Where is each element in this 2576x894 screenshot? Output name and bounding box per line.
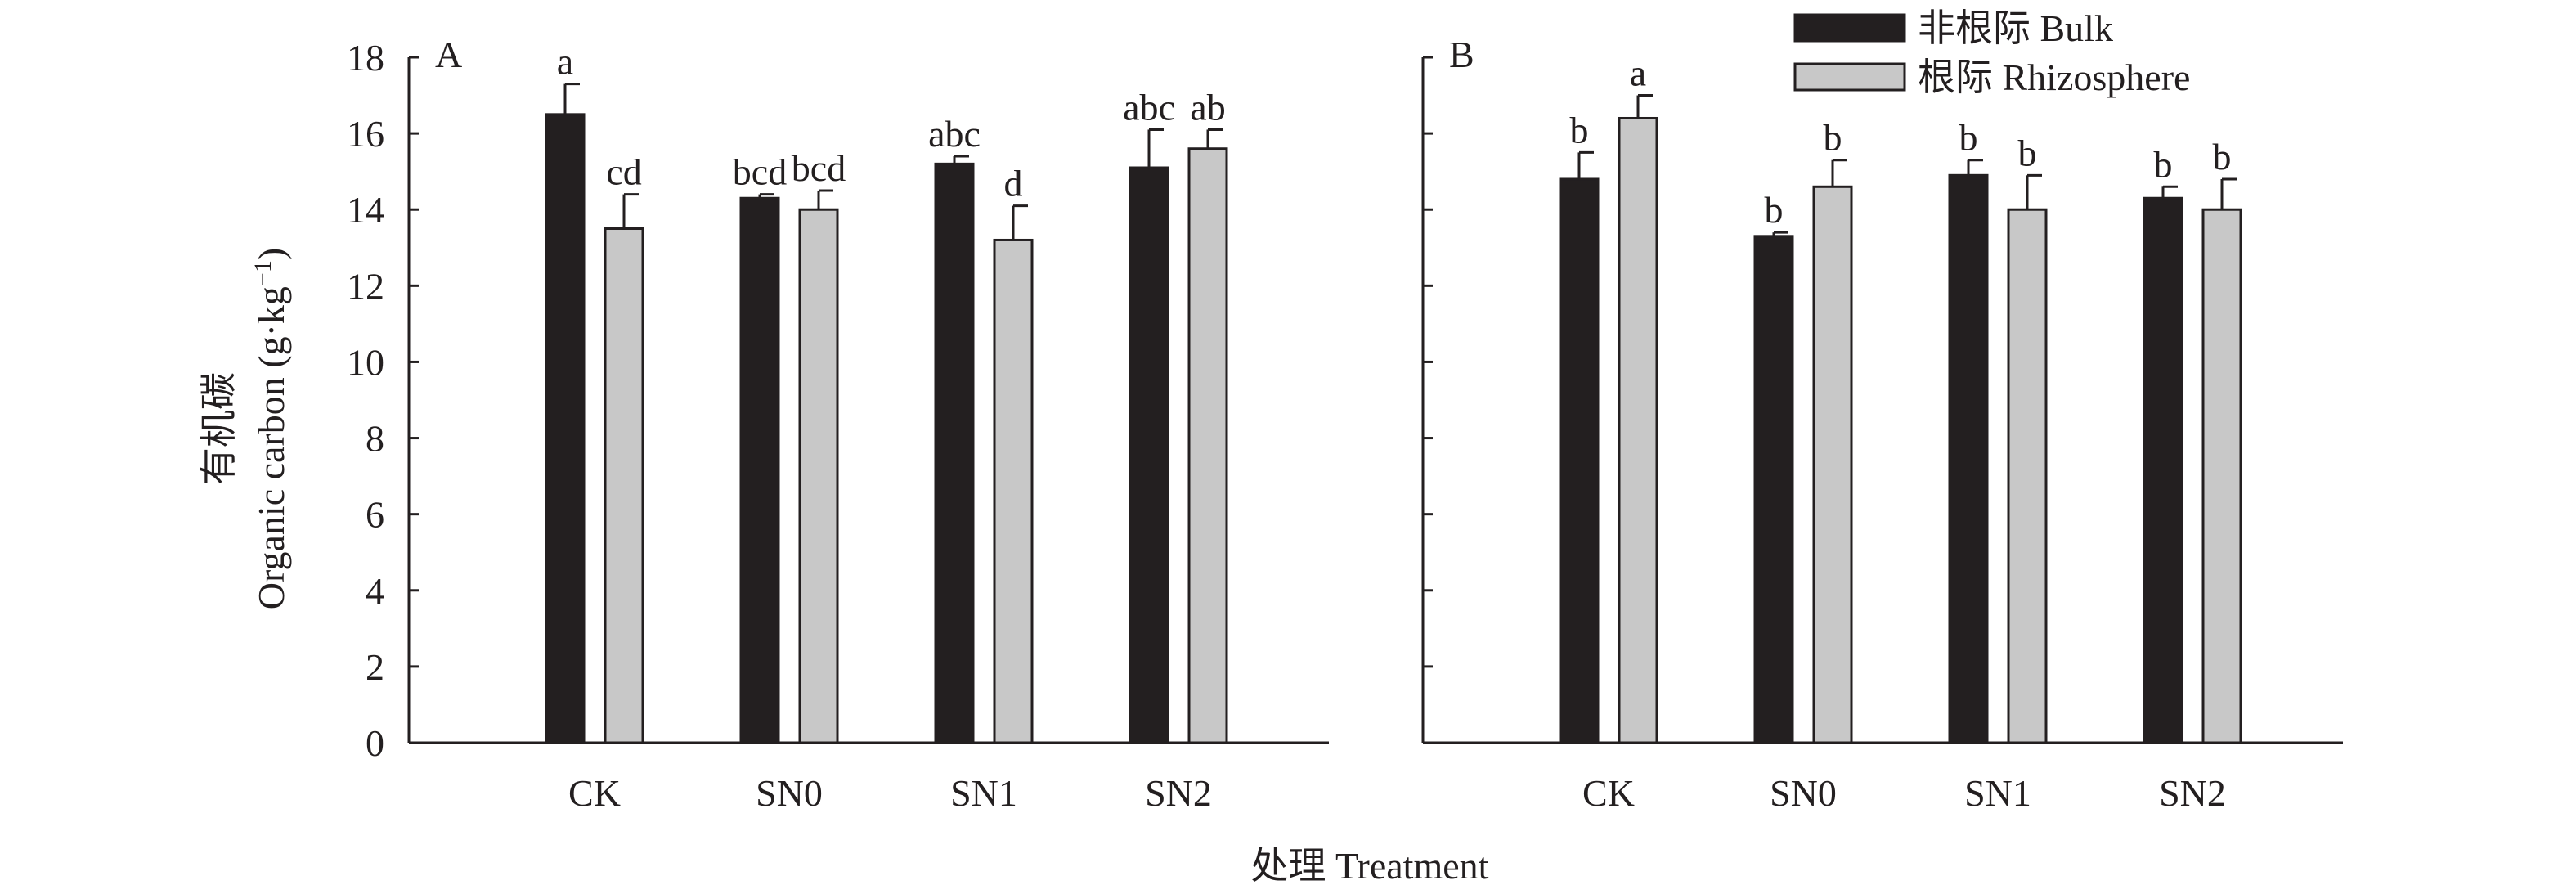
significance-letter: d bbox=[1004, 163, 1023, 204]
y-tick-label: 18 bbox=[347, 37, 384, 79]
significance-letter: b bbox=[2213, 136, 2232, 177]
y-tick-label: 8 bbox=[366, 418, 384, 460]
significance-letter: a bbox=[557, 41, 573, 83]
y-tick-label: 14 bbox=[347, 189, 384, 231]
x-tick-label-sn2: SN2 bbox=[2159, 772, 2226, 814]
significance-letter: b bbox=[2018, 132, 2037, 173]
y-tick-label: 2 bbox=[366, 646, 384, 688]
bar-rhizosphere-sn0 bbox=[798, 208, 839, 744]
bar-rhizosphere-sn2 bbox=[1187, 147, 1228, 744]
panel-label-b: B bbox=[1449, 34, 1474, 75]
y-tick-label: 0 bbox=[366, 722, 384, 764]
x-tick-label-sn0: SN0 bbox=[756, 772, 823, 814]
bar-bulk-sn1 bbox=[934, 162, 975, 744]
bar-rhizosphere-sn0 bbox=[1812, 185, 1853, 744]
y-axis-title-cn: 有机碳 bbox=[198, 372, 240, 485]
bar-bulk-sn1 bbox=[1948, 173, 1989, 744]
y-axis-title: 有机碳 Organic carbon (g·kg−1) bbox=[198, 248, 292, 609]
bar-bulk-ck bbox=[1559, 177, 1600, 744]
bar-rhizosphere-sn1 bbox=[993, 238, 1034, 744]
bar-rhizosphere-ck bbox=[1618, 116, 1658, 744]
significance-letter: abc bbox=[928, 113, 981, 155]
bar-rhizosphere-sn2 bbox=[2201, 208, 2242, 744]
y-tick-label: 10 bbox=[347, 341, 384, 383]
bar-rhizosphere-sn1 bbox=[2007, 208, 2048, 744]
x-axis-title: 处理 Treatment bbox=[1251, 845, 1489, 887]
significance-letter: a bbox=[1630, 52, 1646, 94]
x-tick-label-sn0: SN0 bbox=[1770, 772, 1837, 814]
panel-label-a: A bbox=[435, 34, 462, 75]
y-axis-title-en: Organic carbon (g·kg−1) bbox=[249, 248, 292, 609]
x-tick-label-sn1: SN1 bbox=[950, 772, 1017, 814]
bar-bulk-sn2 bbox=[2143, 196, 2183, 744]
x-tick-label-ck: CK bbox=[1582, 772, 1635, 814]
x-tick-label-sn1: SN1 bbox=[1964, 772, 2031, 814]
significance-letter: cd bbox=[606, 151, 641, 193]
significance-letter: b bbox=[1765, 189, 1784, 231]
significance-letter: bcd bbox=[792, 147, 846, 189]
bar-bulk-sn0 bbox=[739, 196, 780, 744]
bar-bulk-sn0 bbox=[1753, 235, 1794, 744]
legend-label-bulk: 非根际 Bulk bbox=[1918, 7, 2113, 49]
bar-bulk-ck bbox=[545, 113, 586, 744]
legend-label-rhizosphere: 根际 Rhizosphere bbox=[1918, 56, 2190, 98]
significance-letter: b bbox=[1570, 109, 1589, 150]
y-tick-label: 4 bbox=[366, 570, 384, 612]
significance-letter: b bbox=[1824, 117, 1842, 159]
significance-letter: abc bbox=[1123, 86, 1175, 128]
x-tick-label-sn2: SN2 bbox=[1145, 772, 1212, 814]
significance-letter: b bbox=[2154, 143, 2173, 185]
x-tick-label-ck: CK bbox=[568, 772, 621, 814]
bar-rhizosphere-ck bbox=[604, 227, 644, 744]
legend-swatch-bulk bbox=[1793, 13, 1906, 43]
bar-bulk-sn2 bbox=[1129, 166, 1169, 744]
legend-swatch-rhizosphere bbox=[1793, 62, 1906, 92]
legend: 非根际 Bulk 根际 Rhizosphere bbox=[1793, 7, 2190, 98]
y-tick-label: 6 bbox=[366, 494, 384, 536]
significance-letter: bcd bbox=[733, 151, 787, 193]
y-tick-label: 12 bbox=[347, 265, 384, 307]
y-tick-label: 16 bbox=[347, 113, 384, 155]
significance-letter: b bbox=[1959, 117, 1978, 159]
significance-letter: ab bbox=[1190, 86, 1225, 128]
